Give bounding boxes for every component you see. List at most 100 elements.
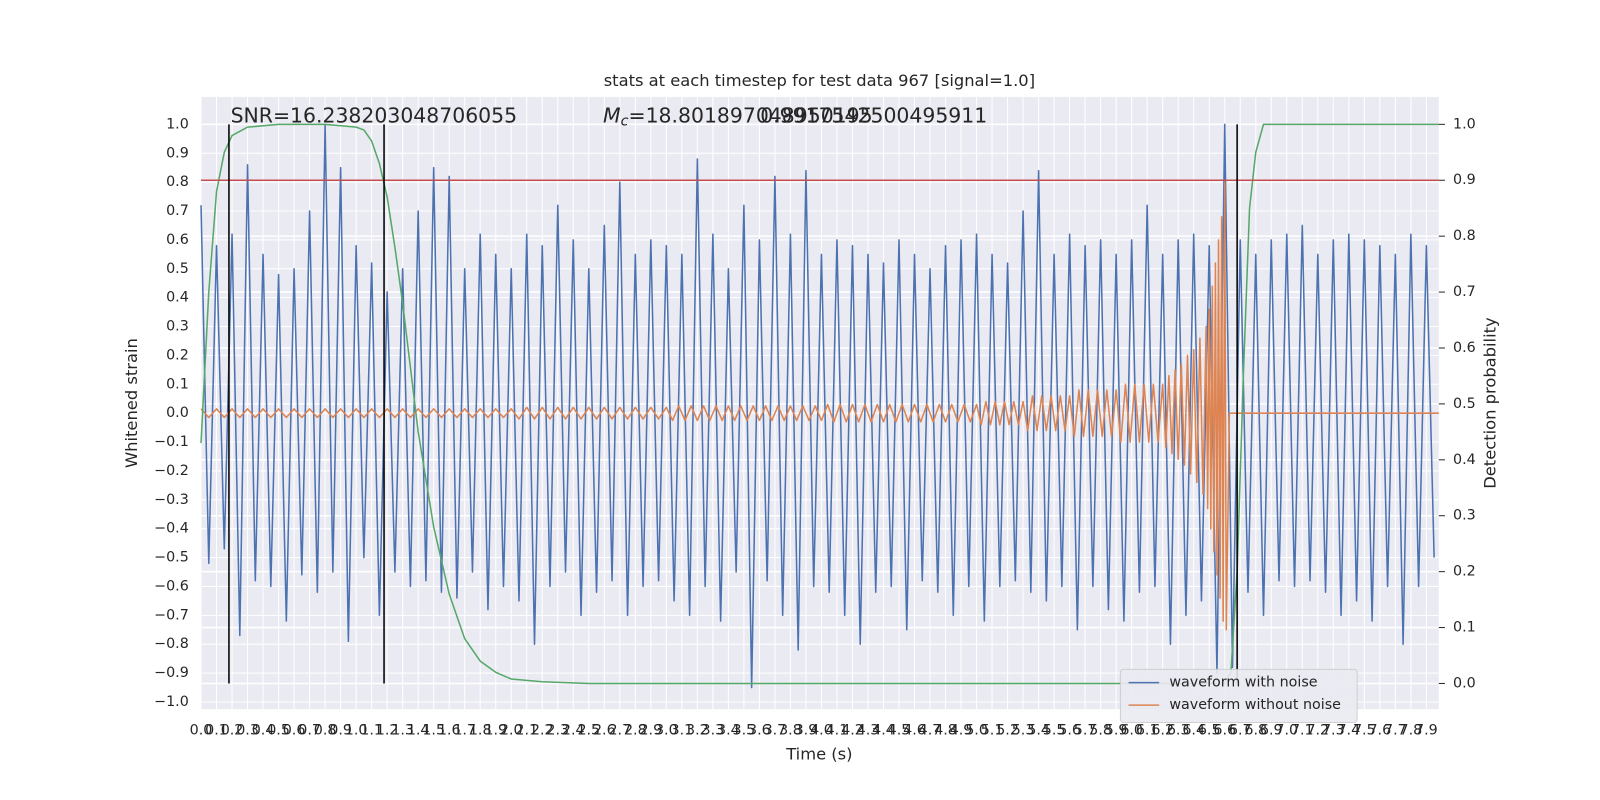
x-tick-label: 2.3 xyxy=(546,723,569,739)
x-tick-label: 7.3 xyxy=(1322,723,1345,739)
y-tick-label: 0.8 xyxy=(166,174,189,190)
x-tick-label: 2.6 xyxy=(593,723,616,739)
annotation: SNR=16.238203048706055 xyxy=(231,103,517,127)
axes: 0.00.10.20.30.40.50.60.70.80.91.01.11.21… xyxy=(154,116,1476,738)
annotation-subscript: c xyxy=(621,113,629,129)
y-tick-label: 0.4 xyxy=(166,290,189,306)
y2-tick-label: 0.8 xyxy=(1453,228,1476,244)
x-tick-label: 6.5 xyxy=(1198,723,1221,739)
y2-tick-label: 0.7 xyxy=(1453,284,1476,300)
y-tick-label: 0.6 xyxy=(166,232,189,248)
x-tick-label: 0.7 xyxy=(298,723,321,739)
x-tick-label: 1.2 xyxy=(376,723,399,739)
x-tick-label: 1.4 xyxy=(407,723,430,739)
chart-title: stats at each timestep for test data 967… xyxy=(604,71,1035,90)
y-tick-label: 0.7 xyxy=(166,203,189,219)
annotation: 0.9917542500495911 xyxy=(760,103,987,127)
x-tick-label: 2.2 xyxy=(531,723,554,739)
y-tick-label: 1.0 xyxy=(166,116,189,132)
x-tick-label: 2.7 xyxy=(608,723,631,739)
x-tick-label: 7.2 xyxy=(1306,723,1329,739)
x-tick-label: 0.8 xyxy=(314,723,337,739)
x-tick-label: 1.7 xyxy=(453,723,476,739)
x-tick-label: 3.0 xyxy=(655,723,678,739)
x-tick-label: 7.7 xyxy=(1384,723,1407,739)
x-tick-label: 4.2 xyxy=(841,723,864,739)
x-tick-label: 6.9 xyxy=(1260,723,1283,739)
y-tick-label: −0.8 xyxy=(154,636,189,652)
y-tick-label: 0.0 xyxy=(166,405,189,421)
legend-label: waveform without noise xyxy=(1169,697,1341,713)
x-tick-label: 0.5 xyxy=(267,723,290,739)
series-line xyxy=(200,181,1439,631)
x-tick-label: 4.0 xyxy=(810,723,833,739)
x-tick-label: 0.1 xyxy=(205,723,228,739)
x-tick-label: 3.1 xyxy=(671,723,694,739)
series-line xyxy=(200,123,1435,689)
x-tick-label: 2.4 xyxy=(562,723,585,739)
x-tick-label: 1.3 xyxy=(391,723,414,739)
y-tick-label: −0.6 xyxy=(154,578,189,594)
y-tick-label: 0.2 xyxy=(166,347,189,363)
x-tick-label: 2.1 xyxy=(515,723,538,739)
y-tick-label: 0.1 xyxy=(166,376,189,392)
x-tick-label: 5.9 xyxy=(1105,723,1128,739)
x-tick-label: 4.5 xyxy=(888,723,911,739)
y-tick-label: 0.5 xyxy=(166,261,189,277)
x-tick-label: 5.1 xyxy=(981,723,1004,739)
x-tick-label: 7.1 xyxy=(1291,723,1314,739)
x-tick-label: 3.3 xyxy=(702,723,725,739)
legend-label: waveform with noise xyxy=(1169,675,1317,691)
y2-tick-label: 1.0 xyxy=(1453,116,1476,132)
x-tick-label: 6.6 xyxy=(1213,723,1236,739)
x-tick-label: 6.2 xyxy=(1151,723,1174,739)
y-tick-label: 0.9 xyxy=(166,145,189,161)
x-tick-label: 6.8 xyxy=(1244,723,1267,739)
y2-tick-label: 0.1 xyxy=(1453,620,1476,636)
x-tick-label: 3.8 xyxy=(779,723,802,739)
x-tick-label: 1.0 xyxy=(345,723,368,739)
x-tick-label: 0.6 xyxy=(283,723,306,739)
y2-tick-label: 0.2 xyxy=(1453,564,1476,580)
x-tick-label: 6.1 xyxy=(1136,723,1159,739)
x-tick-label: 5.2 xyxy=(996,723,1019,739)
y-tick-label: −0.2 xyxy=(154,463,189,479)
series-line xyxy=(200,123,1439,685)
x-tick-label: 0.9 xyxy=(329,723,352,739)
x-tick-label: 7.6 xyxy=(1368,723,1391,739)
x-tick-label: 5.0 xyxy=(965,723,988,739)
y-tick-label: −0.1 xyxy=(154,434,189,450)
x-tick-label: 4.7 xyxy=(919,723,942,739)
x-tick-label: 2.5 xyxy=(577,723,600,739)
x-tick-label: 5.4 xyxy=(1027,723,1050,739)
x-tick-label: 1.8 xyxy=(469,723,492,739)
x-tick-label: 5.5 xyxy=(1043,723,1066,739)
x-tick-label: 4.9 xyxy=(950,723,973,739)
x-tick-label: 0.2 xyxy=(221,723,244,739)
x-tick-label: 3.7 xyxy=(764,723,787,739)
y-tick-label: 0.3 xyxy=(166,319,189,335)
y2-tick-label: 0.5 xyxy=(1453,396,1476,412)
x-tick-label: 2.8 xyxy=(624,723,647,739)
x-tick-label: 3.4 xyxy=(717,723,740,739)
x-tick-label: 0.0 xyxy=(190,723,213,739)
y-tick-label: −0.4 xyxy=(154,521,189,537)
x-tick-label: 4.4 xyxy=(872,723,895,739)
x-tick-label: 7.4 xyxy=(1337,723,1360,739)
y-axis-label: Whitened strain xyxy=(122,338,141,468)
x-tick-label: 3.5 xyxy=(733,723,756,739)
x-tick-label: 0.4 xyxy=(252,723,275,739)
y-tick-label: −0.3 xyxy=(154,492,189,508)
legend: waveform with noise waveform without nois… xyxy=(1119,668,1358,723)
x-tick-label: 1.6 xyxy=(438,723,461,739)
x-tick-label: 0.3 xyxy=(236,723,259,739)
y2-tick-label: 0.3 xyxy=(1453,508,1476,524)
x-tick-label: 3.9 xyxy=(795,723,818,739)
y2-tick-label: 0.0 xyxy=(1453,675,1476,691)
x-tick-label: 3.6 xyxy=(748,723,771,739)
annotation-symbol: M xyxy=(603,103,621,127)
annotation: Mc=18.801897048950195 xyxy=(603,103,873,129)
x-tick-label: 1.5 xyxy=(422,723,445,739)
y-tick-label: −0.5 xyxy=(154,550,189,566)
x-tick-label: 2.0 xyxy=(500,723,523,739)
